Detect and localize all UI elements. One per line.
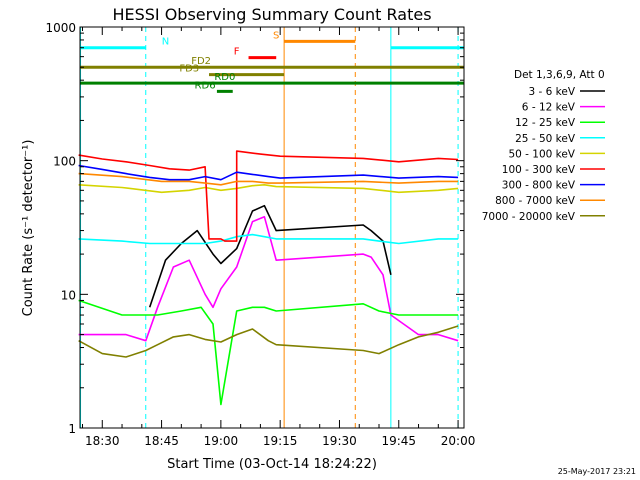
series-line-7 — [78, 172, 459, 186]
legend-label-4: 50 - 100 keV — [508, 148, 575, 160]
series-line-0 — [148, 204, 392, 308]
x-tick-label: 19:45 — [381, 434, 416, 448]
flag-label-fd3: FD3 — [179, 64, 199, 75]
chart-title: HESSI Observing Summary Count Rates — [112, 5, 431, 24]
y-tick-label: 10 — [61, 288, 76, 302]
legend: Det 1,3,6,9, Att 0 3 - 6 keV 6 - 12 keV 12… — [482, 69, 605, 223]
y-axis: 1 10 100 1000 — [45, 21, 464, 436]
legend-label-5: 100 - 300 keV — [502, 164, 576, 176]
series-line-2 — [78, 299, 459, 406]
flag-label-f: F — [234, 47, 240, 58]
series-line-3 — [78, 233, 459, 245]
y-tick-label: 1000 — [45, 21, 76, 35]
plot-frame — [79, 26, 465, 429]
legend-label-7: 800 - 7000 keV — [495, 195, 576, 207]
legend-label-6: 300 - 800 keV — [502, 180, 576, 192]
flag-label-s: S — [273, 30, 279, 41]
y-axis-label: Count Rate (s⁻¹ detector⁻¹) — [21, 140, 36, 317]
legend-label-3: 25 - 50 keV — [515, 133, 576, 145]
legend-label-0: 3 - 6 keV — [528, 86, 575, 98]
y-tick-label: 1 — [68, 422, 76, 436]
y-tick-label: 100 — [53, 155, 76, 169]
x-tick-label: 19:00 — [204, 434, 239, 448]
x-tick-label: 19:30 — [322, 434, 357, 448]
series-line-1 — [78, 216, 459, 342]
legend-label-2: 12 - 25 keV — [515, 117, 576, 129]
flag-label-n: N — [162, 37, 169, 48]
x-axis-label: Start Time (03-Oct-14 18:24:22) — [167, 457, 377, 472]
x-tick-label: 18:30 — [85, 434, 120, 448]
flag-label-fd2: FD2 — [191, 56, 211, 67]
footer-date: 25-May-2017 23:21 — [558, 467, 636, 476]
series-line-5 — [78, 150, 459, 242]
legend-label-8: 7000 - 20000 keV — [482, 211, 576, 223]
x-tick-label: 20:00 — [441, 434, 476, 448]
series-line-8 — [78, 325, 459, 358]
x-tick-label: 19:15 — [263, 434, 298, 448]
legend-header: Det 1,3,6,9, Att 0 — [514, 69, 605, 81]
series-line-6 — [78, 164, 459, 181]
legend-label-1: 6 - 12 keV — [522, 102, 576, 114]
x-tick-label: 18:45 — [144, 434, 179, 448]
series-line-4 — [78, 184, 459, 194]
flag-label-rd6: RD6 — [195, 80, 216, 91]
x-axis: 18:30 18:45 19:00 19:15 19:30 19:45 20:00 — [82, 27, 476, 448]
flag-label-rd0: RD0 — [214, 72, 235, 83]
